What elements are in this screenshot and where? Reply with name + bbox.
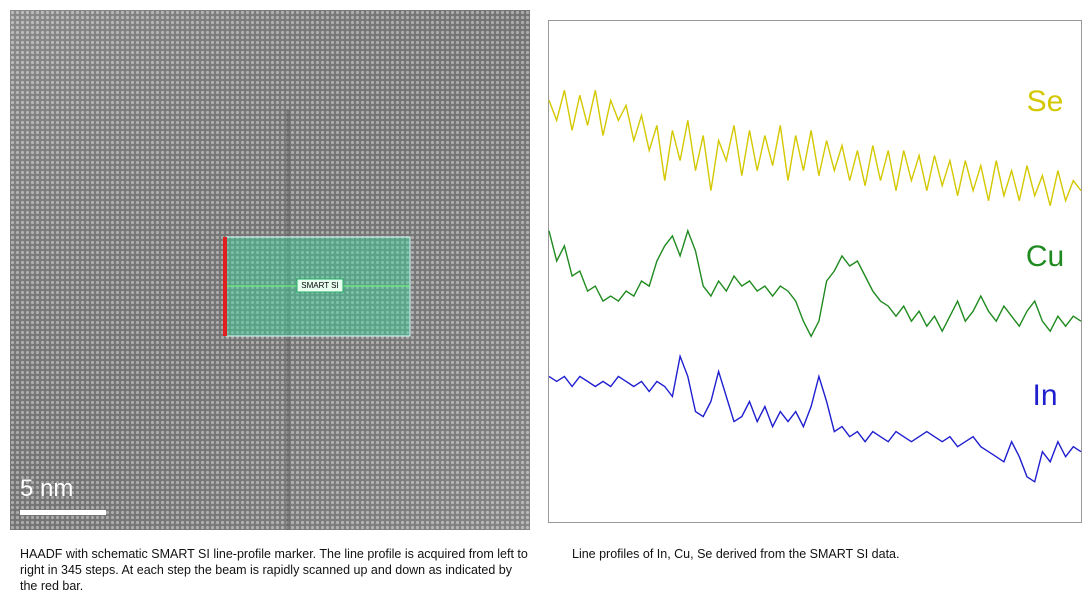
figure: SMART SI 5 nm Se Cu In: [10, 10, 1082, 530]
plot-area: [548, 20, 1082, 523]
profile-line: [548, 353, 1082, 483]
legend-label: Cu: [1026, 240, 1064, 273]
scan-bar: [223, 237, 227, 336]
legend-label: Se: [1027, 85, 1064, 118]
chart-caption: Line profiles of In, Cu, Se derived from…: [572, 547, 900, 561]
scale-bar: [20, 510, 106, 515]
profile-line: [548, 228, 1082, 338]
marker-label-box: [296, 278, 344, 293]
image-caption: HAADF with schematic SMART SI line-profi…: [20, 547, 528, 593]
legend-label: In: [1032, 379, 1057, 412]
marker-label: SMART SI: [301, 281, 339, 290]
profile-line: [548, 90, 1082, 206]
image-shading: [10, 10, 530, 530]
scale-bar-label: 5 nm: [20, 475, 73, 502]
